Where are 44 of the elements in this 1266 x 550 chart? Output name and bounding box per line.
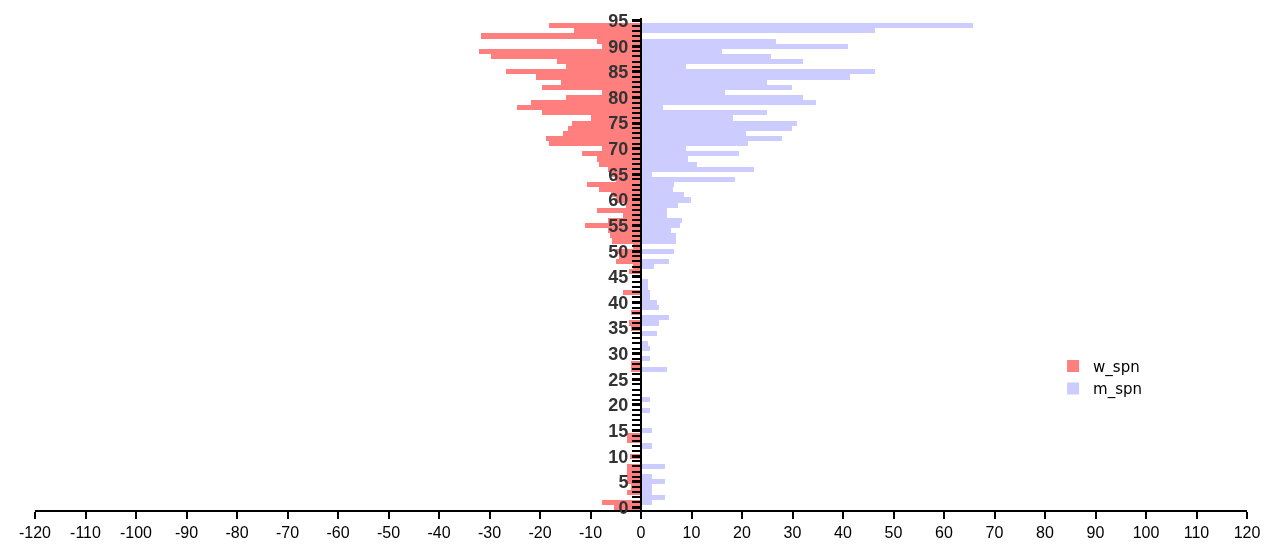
x-tick-label: 50 [884, 523, 903, 541]
x-tick-label: -80 [225, 523, 249, 541]
y-tick-label: 35 [608, 318, 629, 339]
x-tick-label: -10 [578, 523, 603, 541]
y-tick-label: 60 [608, 190, 629, 211]
y-tick-label: 90 [608, 36, 629, 57]
y-tick-label: 10 [608, 446, 629, 467]
x-tick-label: -40 [427, 523, 451, 541]
y-tick-label: 65 [608, 164, 629, 185]
x-tick-label: -20 [528, 523, 552, 541]
y-tick-label: 80 [608, 87, 629, 108]
x-tick-label: 30 [783, 523, 802, 541]
y-tick-label: 30 [608, 343, 629, 364]
y-tick-label: 5 [618, 472, 629, 493]
y-tick-label: 75 [608, 113, 629, 134]
x-tick-label: 10 [682, 523, 701, 541]
legend-label: m_spn [1093, 380, 1143, 400]
x-tick-label: -90 [174, 523, 199, 541]
y-tick-label: 25 [608, 369, 629, 390]
x-tick-label: 60 [935, 523, 953, 541]
y-tick-label: 70 [608, 138, 629, 159]
x-tick-label: -70 [275, 523, 300, 541]
y-tick-label: 55 [608, 215, 629, 236]
x-tick-label: -50 [376, 523, 401, 541]
x-tick-label: -30 [477, 523, 502, 541]
y-tick-label: 40 [608, 292, 629, 313]
x-tick-label: 80 [1036, 523, 1054, 541]
x-tick-label: -60 [326, 523, 350, 541]
x-tick-label: 90 [1086, 523, 1105, 541]
y-tick-label: 45 [608, 267, 629, 288]
x-tick-label: 20 [733, 523, 751, 541]
x-tick-label: -110 [70, 523, 102, 541]
x-tick-label: 0 [636, 523, 646, 541]
y-tick-label: 15 [608, 420, 629, 441]
y-tick-label: 20 [608, 395, 629, 416]
x-tick-label: 110 [1183, 523, 1210, 541]
x-tick-label: -120 [18, 523, 52, 541]
x-tick-label: 120 [1233, 523, 1261, 541]
legend-label: w_spn [1093, 357, 1140, 377]
x-tick-label: 40 [834, 523, 852, 541]
y-tick-label: 85 [608, 62, 629, 83]
x-tick-label: 70 [985, 523, 1004, 541]
x-tick-label: -100 [119, 523, 153, 541]
x-tick-label: 100 [1132, 523, 1160, 541]
